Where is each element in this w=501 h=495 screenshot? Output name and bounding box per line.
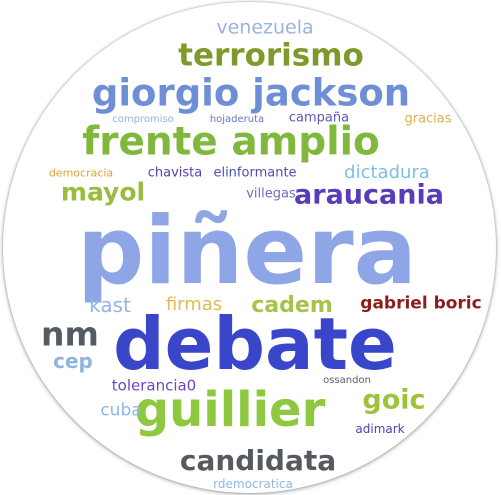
word-terrorismo: terrorismo — [178, 37, 364, 74]
word-rdemocratica: rdemocratica — [213, 477, 293, 491]
word-araucania: araucania — [294, 179, 444, 211]
word-adimark: adimark — [355, 422, 405, 436]
word-elinformante: elinformante — [213, 165, 297, 181]
word-tolerancia0: tolerancia0 — [111, 376, 197, 395]
word-democracia: democracia — [48, 166, 114, 180]
word-cuba: cuba — [100, 400, 142, 421]
word-villegas: villegas — [246, 186, 296, 202]
word-cadem: cadem — [251, 293, 333, 318]
word-compromiso: compromiso — [112, 114, 174, 125]
word-nm: nm — [41, 314, 99, 354]
word-chavista: chavista — [147, 165, 203, 181]
word-ossandon: ossandon — [323, 375, 371, 386]
word-hojaderuta: hojaderuta — [209, 114, 265, 125]
word-venezuela: venezuela — [216, 16, 314, 39]
word-pinera: piñera — [77, 197, 417, 306]
word-mayol: mayol — [60, 177, 146, 207]
word-gracias: gracias — [404, 111, 452, 127]
word-debate: debate — [113, 302, 397, 386]
word-dictadura: dictadura — [344, 162, 430, 183]
word-candidata: candidata — [179, 444, 337, 477]
word-cloud-circle: venezuela terrorismo giorgio jackson com… — [3, 2, 496, 493]
word-gabriel-boric: gabriel boric — [360, 293, 482, 314]
word-campana: campaña — [288, 110, 350, 126]
word-firmas: firmas — [165, 294, 223, 315]
word-cep: cep — [53, 349, 93, 373]
word-goic: goic — [362, 384, 426, 416]
word-guillier: guillier — [134, 382, 326, 438]
word-frente-amplio: frente amplio — [82, 119, 380, 165]
word-giorgio-jackson: giorgio jackson — [91, 71, 411, 115]
word-kast: kast — [89, 293, 131, 317]
